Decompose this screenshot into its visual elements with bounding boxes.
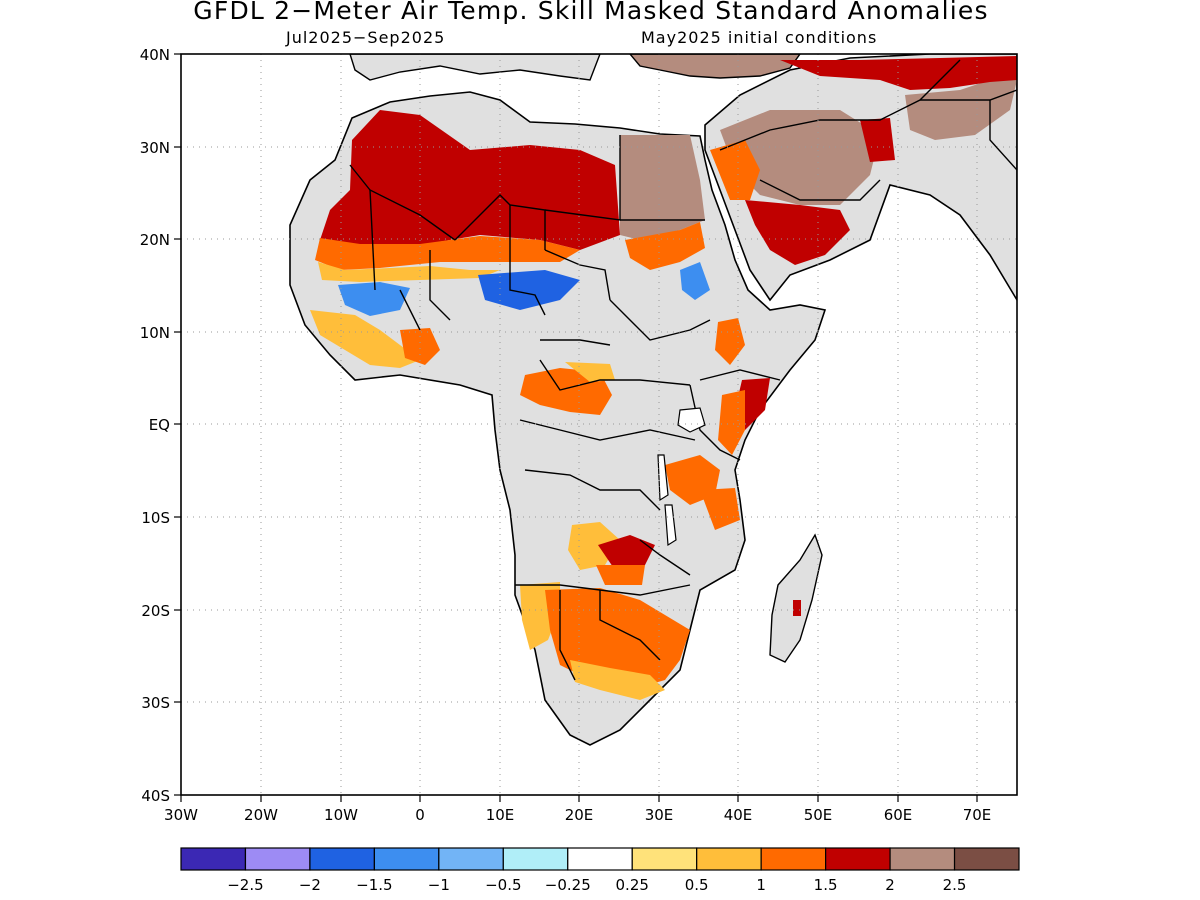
colorbar-tick-label: 0.25 [616, 876, 649, 894]
mozambique-anomaly [700, 488, 740, 530]
egypt-anomaly-2.5 [620, 135, 705, 240]
forecast-period: Jul2025−Sep2025 [286, 28, 446, 47]
lat-label: 40S [141, 787, 170, 805]
ghana-anomaly-1.5 [400, 328, 440, 365]
turkey-landmass [629, 54, 801, 79]
ethiopia-anomaly-1.5 [715, 318, 745, 365]
lon-label: 0 [415, 806, 425, 824]
lon-label: 60E [884, 806, 913, 824]
colorbar-tick-label: 2 [885, 876, 895, 894]
madagascar-anomaly [793, 600, 801, 616]
colorbar-swatch [502, 847, 569, 871]
lon-label: 30E [645, 806, 674, 824]
colorbar-swatch [309, 847, 375, 871]
lat-label: 20S [141, 602, 170, 620]
lon-label: 40E [724, 806, 753, 824]
lake-victoria [677, 407, 706, 433]
colorbar-tick-label: 2.5 [943, 876, 967, 894]
country-borders [349, 59, 1017, 681]
lon-label: 30W [164, 806, 198, 824]
sahel-cool-anomaly [338, 282, 410, 316]
westafrica-anomaly-1 [310, 310, 420, 368]
colorbar-swatch [889, 847, 956, 871]
chad-cool-anomaly [478, 270, 580, 310]
europe-landmass [349, 54, 601, 81]
colorbar-swatch [696, 847, 762, 871]
lat-label: 30S [141, 694, 170, 712]
lat-label: 40N [140, 46, 170, 64]
lat-label: EQ [149, 416, 170, 434]
colorbar-tick-label: −1 [428, 876, 450, 894]
colorbar-swatch [180, 847, 247, 871]
latitude-labels: 40N 30N 20N 10N EQ 10S 20S 30S 40S [140, 46, 170, 805]
lat-label: 20N [140, 231, 170, 249]
lon-label: 10E [486, 806, 515, 824]
colorbar-swatch [567, 847, 633, 871]
arabia-anomaly-1.5 [710, 140, 760, 200]
iran-anomaly-2.5 [905, 80, 1017, 140]
arabia-anomaly-2 [745, 200, 850, 265]
colorbar-swatch [825, 847, 891, 871]
lake-nyasa [664, 504, 677, 547]
initial-conditions: May2025 initial conditions [641, 28, 878, 47]
colorbar-tick-label: −2 [299, 876, 321, 894]
lake-tanganyika [657, 454, 669, 502]
colorbar-tick-label: 1.5 [814, 876, 838, 894]
colorbar-labels: −2.5 −2 −1.5 −1 −0.5 −0.25 0.25 0.5 1 1.5 2 2.5 [227, 876, 966, 894]
lon-label: 10W [324, 806, 358, 824]
lat-label: 10N [140, 324, 170, 342]
colorbar-swatch [631, 847, 698, 871]
colorbar-tick-label: 1 [756, 876, 766, 894]
colorbar-swatch [438, 847, 504, 871]
sahel-anomaly-1 [318, 262, 500, 282]
zambia-anomaly-1.5 [596, 565, 645, 585]
madagascar-landmass [769, 533, 823, 663]
colorbar-tick-label: −2.5 [227, 876, 263, 894]
colorbar [180, 847, 1020, 871]
colorbar-swatch [953, 847, 1020, 871]
colorbar-swatch [244, 847, 311, 871]
axis-ticks [174, 53, 978, 802]
egypt-edge-anomaly [625, 222, 705, 270]
colorbar-swatch [760, 847, 827, 871]
lon-label: 20W [244, 806, 278, 824]
lon-label: 50E [804, 806, 833, 824]
lat-label: 10S [141, 509, 170, 527]
map-panel [181, 54, 1017, 795]
colorbar-tick-label: −1.5 [356, 876, 392, 894]
zambia-anomaly-2 [598, 535, 655, 570]
mideast-anomaly-2b [860, 118, 895, 162]
central-africa-anomaly-1 [565, 362, 615, 382]
colorbar-tick-label: −0.25 [545, 876, 591, 894]
map-title: GFDL 2−Meter Air Temp. Skill Masked Stan… [193, 0, 989, 25]
south-africa-anomaly-1 [570, 660, 665, 700]
colorbar-tick-label: −0.5 [485, 876, 521, 894]
longitude-labels: 30W 20W 10W 0 10E 20E 30E 40E 50E 60E 70… [164, 806, 991, 824]
sudan-cool-anomaly [680, 262, 710, 300]
lat-label: 30N [140, 139, 170, 157]
colorbar-tick-label: 0.5 [685, 876, 709, 894]
lon-label: 70E [963, 806, 992, 824]
sahara-anomaly-1.5 [315, 236, 580, 270]
lon-label: 20E [565, 806, 594, 824]
colorbar-swatch [373, 847, 440, 871]
map-gridlines [181, 54, 1017, 795]
